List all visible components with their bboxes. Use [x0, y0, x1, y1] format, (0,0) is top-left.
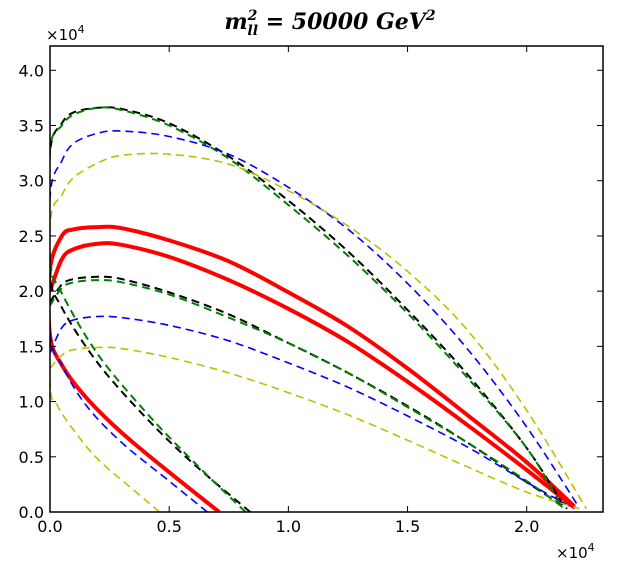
- series-line-yellow-inner: [50, 346, 580, 510]
- series-line-black-inner: [50, 275, 568, 510]
- y-tick-label: 0.0: [19, 503, 44, 522]
- series-line-yellow-outer: [50, 152, 587, 512]
- x-axis-multiplier: ×104: [556, 541, 595, 562]
- series-line-red-outer: [50, 224, 576, 512]
- y-axis-multiplier: ×104: [46, 23, 85, 44]
- x-tick-label: 1.5: [395, 517, 420, 536]
- x-tick-label: 2.0: [514, 517, 539, 536]
- ticks-layer: 0.0 0.5 1.0 1.5 2.0 0.0 0.5 1.0 1.5 2.0 2.5 3.0 3.5 4…: [19, 46, 603, 536]
- y-tick-label: 0.5: [19, 448, 44, 467]
- x-tick-label: 0.5: [156, 517, 181, 536]
- y-tick-label: 4.0: [19, 61, 44, 80]
- series-line-green-inner: [50, 279, 566, 510]
- y-tick-label: 3.0: [19, 172, 44, 191]
- x-tick-label: 0.0: [37, 517, 62, 536]
- series-line-blue-outer: [50, 130, 580, 512]
- y-tick-label: 1.0: [19, 393, 44, 412]
- series-line-red-inner: [50, 241, 576, 510]
- series-line-black-outer: [50, 106, 566, 512]
- x-tick-label: 1.0: [276, 517, 301, 536]
- chart-title: m2 ll = 50000 GeV2: [224, 8, 435, 39]
- series-line-green-outer: [50, 106, 564, 512]
- plot-frame: [49, 45, 604, 513]
- series-layer: [50, 106, 587, 512]
- y-tick-label: 2.5: [19, 227, 44, 246]
- y-tick-label: 2.0: [19, 282, 44, 301]
- y-tick-label: 3.5: [19, 117, 44, 136]
- y-tick-label: 1.5: [19, 337, 44, 356]
- series-line-blue-inner: [50, 315, 575, 510]
